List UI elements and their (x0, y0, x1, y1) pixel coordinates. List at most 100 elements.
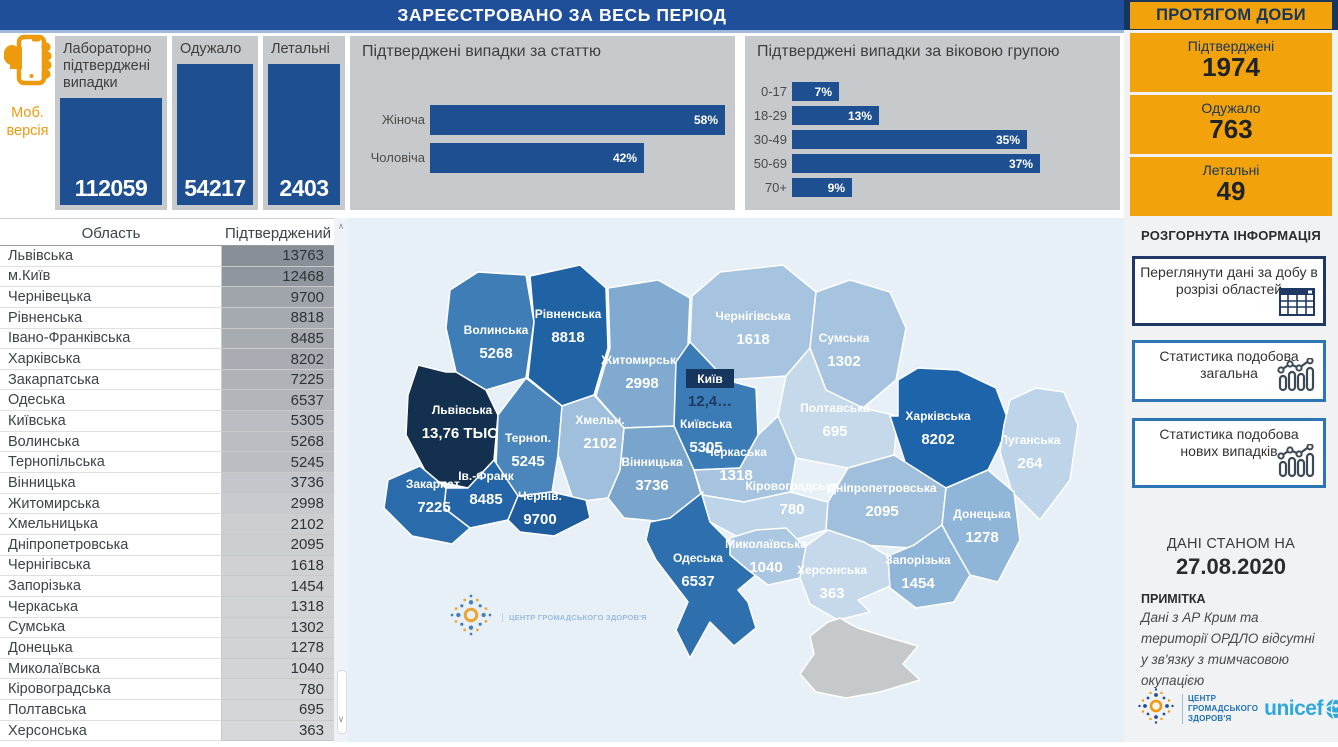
region-value-cell[interactable]: 1618 (222, 555, 334, 577)
table-scrollbar[interactable]: ∧ ∨ (334, 218, 348, 742)
region-value-cell[interactable]: 8485 (222, 328, 334, 350)
table-row[interactable]: Полтавська 695 (0, 700, 334, 721)
daily-stats-new-cases-button[interactable]: Статистика подобова нових випадків (1132, 418, 1326, 488)
region-name-cell[interactable]: Волинська (0, 431, 222, 453)
bar-30-49[interactable]: 35% (792, 130, 1027, 149)
region-value-cell[interactable]: 9700 (222, 287, 334, 308)
region-kyiv-city-chip[interactable] (686, 369, 734, 388)
scroll-up-icon[interactable]: ∧ (337, 221, 345, 231)
region-name-cell[interactable]: Львівська (0, 246, 222, 267)
region-value-cell[interactable]: 8202 (222, 349, 334, 370)
region-name-cell[interactable]: Вінницька (0, 473, 222, 494)
region-chernivtsi[interactable] (507, 491, 591, 537)
table-row[interactable]: Запорізька 1454 (0, 576, 334, 597)
table-row[interactable]: Житомирська 2998 (0, 493, 334, 515)
region-name-cell[interactable]: Миколаївська (0, 658, 222, 680)
region-name-cell[interactable]: Житомирська (0, 493, 222, 515)
table-row[interactable]: Дніпропетровська 2095 (0, 534, 334, 556)
bar-70+[interactable]: 9% (792, 178, 852, 197)
region-value-cell[interactable]: 6537 (222, 390, 334, 412)
table-row[interactable]: Чернівецька 9700 (0, 287, 334, 308)
region-value-cell[interactable]: 5268 (222, 431, 334, 453)
region-name-cell[interactable]: Чернігівська (0, 555, 222, 577)
region-zakarpattia[interactable] (383, 465, 471, 545)
region-name-cell[interactable]: Херсонська (0, 720, 222, 742)
scrollbar-thumb[interactable] (337, 670, 347, 734)
kpi-deaths-card[interactable]: 2403 (268, 64, 340, 205)
region-name-cell[interactable]: Донецька (0, 638, 222, 659)
mobile-version-label[interactable]: Моб. версія (6, 105, 49, 140)
region-name-cell[interactable]: Рівненська (0, 307, 222, 329)
daily-confirmed-card[interactable]: Підтверджені 1974 (1130, 33, 1332, 92)
region-name-cell[interactable]: Тернопільська (0, 452, 222, 474)
table-row[interactable]: Волинська 5268 (0, 431, 334, 453)
bar-0-17[interactable]: 7% (792, 82, 839, 101)
region-name-cell[interactable]: Одеська (0, 390, 222, 412)
region-name-cell[interactable]: Івано-Франківська (0, 328, 222, 350)
table-row[interactable]: Харківська 8202 (0, 349, 334, 370)
table-row[interactable]: Херсонська 363 (0, 720, 334, 742)
table-row[interactable]: Вінницька 3736 (0, 473, 334, 494)
region-value-cell[interactable]: 1278 (222, 638, 334, 659)
table-row[interactable]: Чернігівська 1618 (0, 555, 334, 577)
region-value-cell[interactable]: 2102 (222, 514, 334, 535)
mobile-version-link[interactable]: Моб. версія (0, 33, 55, 218)
bar-18-29[interactable]: 13% (792, 106, 879, 125)
region-value-cell[interactable]: 8818 (222, 307, 334, 329)
daily-stats-total-button[interactable]: Статистика подобова загальна (1132, 340, 1326, 402)
region-value-cell[interactable]: 5305 (222, 411, 334, 432)
region-name-cell[interactable]: Харківська (0, 349, 222, 370)
region-name-cell[interactable]: Сумська (0, 617, 222, 639)
column-header-region[interactable]: Область (81, 224, 141, 242)
region-value-cell[interactable]: 7225 (222, 369, 334, 391)
table-row[interactable]: Одеська 6537 (0, 390, 334, 412)
region-name-cell[interactable]: Запорізька (0, 576, 222, 597)
daily-recovered-card[interactable]: Одужало 763 (1130, 95, 1332, 154)
region-value-cell[interactable]: 13763 (222, 246, 334, 267)
region-name-cell[interactable]: Чернівецька (0, 287, 222, 308)
table-row[interactable]: Донецька 1278 (0, 638, 334, 659)
region-value-cell[interactable]: 1318 (222, 596, 334, 618)
table-row[interactable]: Кіровоградська 780 (0, 679, 334, 701)
region-name-cell[interactable]: Київська (0, 411, 222, 432)
table-row[interactable]: Київська 5305 (0, 411, 334, 432)
table-row[interactable]: Львівська 13763 (0, 246, 334, 267)
region-value-cell[interactable]: 12468 (222, 266, 334, 288)
region-zaporizhzhia[interactable] (887, 524, 971, 609)
region-name-cell[interactable]: Кіровоградська (0, 679, 222, 701)
region-value-cell[interactable]: 2095 (222, 534, 334, 556)
bar-Чоловіча[interactable]: 42% (430, 143, 644, 173)
region-value-cell[interactable]: 5245 (222, 452, 334, 474)
region-value-cell[interactable]: 1040 (222, 658, 334, 680)
region-name-cell[interactable]: Полтавська (0, 700, 222, 721)
region-value-cell[interactable]: 3736 (222, 473, 334, 494)
region-name-cell[interactable]: Черкаська (0, 596, 222, 618)
region-value-cell[interactable]: 780 (222, 679, 334, 701)
table-row[interactable]: Івано-Франківська 8485 (0, 328, 334, 350)
bar-Жіноча[interactable]: 58% (430, 105, 725, 135)
table-row[interactable]: Черкаська 1318 (0, 596, 334, 618)
daily-deaths-card[interactable]: Летальні 49 (1130, 157, 1332, 216)
column-header-confirmed[interactable]: Підтверджений (224, 224, 332, 242)
region-name-cell[interactable]: Хмельницька (0, 514, 222, 535)
kpi-confirmed-card[interactable]: 112059 (60, 98, 162, 205)
table-row[interactable]: Тернопільська 5245 (0, 452, 334, 474)
daily-by-region-button[interactable]: Переглянути дані за добу в розрізі облас… (1132, 256, 1326, 326)
kpi-recovered-card[interactable]: 54217 (177, 64, 253, 205)
scroll-down-icon[interactable]: ∨ (337, 714, 345, 724)
region-name-cell[interactable]: Дніпропетровська (0, 534, 222, 556)
region-name-cell[interactable]: Закарпатська (0, 369, 222, 391)
region-crimea[interactable] (799, 617, 921, 699)
region-value-cell[interactable]: 363 (222, 720, 334, 742)
region-value-cell[interactable]: 1302 (222, 617, 334, 639)
region-name-cell[interactable]: м.Київ (0, 266, 222, 288)
bar-50-69[interactable]: 37% (792, 154, 1040, 173)
region-value-cell[interactable]: 2998 (222, 493, 334, 515)
region-value-cell[interactable]: 1454 (222, 576, 334, 597)
table-row[interactable]: Рівненська 8818 (0, 307, 334, 329)
table-row[interactable]: Миколаївська 1040 (0, 658, 334, 680)
table-row[interactable]: м.Київ 12468 (0, 266, 334, 288)
table-row[interactable]: Хмельницька 2102 (0, 514, 334, 535)
table-row[interactable]: Сумська 1302 (0, 617, 334, 639)
region-value-cell[interactable]: 695 (222, 700, 334, 721)
